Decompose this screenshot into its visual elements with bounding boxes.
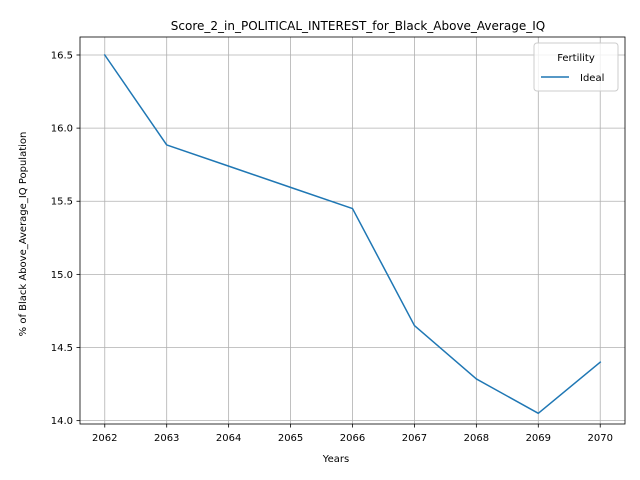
legend-entry-ideal: Ideal	[580, 73, 604, 84]
x-tick-label: 2070	[588, 433, 613, 444]
y-axis-label: % of Black Above_Average_IQ Population	[18, 132, 29, 337]
series-layer	[103, 53, 602, 415]
x-tick-label: 2067	[402, 433, 427, 444]
chart-title: Score_2_in_POLITICAL_INTEREST_for_Black_…	[171, 19, 545, 33]
legend: Fertility Ideal	[533, 42, 619, 92]
x-tick-label: 2069	[526, 433, 551, 444]
x-tick-label: 2063	[154, 433, 179, 444]
grid	[80, 37, 625, 424]
y-tick-label: 14.0	[51, 416, 73, 427]
y-tick-label: 15.0	[51, 270, 73, 281]
x-tick-label: 2068	[464, 433, 489, 444]
y-tick-label: 16.0	[51, 124, 73, 135]
x-tick-label: 2062	[92, 433, 117, 444]
x-tick-label: 2064	[216, 433, 241, 444]
x-axis-label: Years	[322, 454, 349, 465]
y-tick-label: 14.5	[51, 343, 73, 354]
x-tick-label: 2065	[278, 433, 303, 444]
y-tick-label: 15.5	[51, 197, 73, 208]
legend-box	[533, 42, 619, 92]
y-axis: 14.0 14.5 15.0 15.5 16.0 16.5	[51, 50, 80, 427]
x-tick-label: 2066	[340, 433, 365, 444]
legend-title: Fertility	[557, 53, 595, 64]
y-tick-label: 16.5	[51, 50, 73, 61]
x-axis: 2062 2063 2064 2065 2066 2067 2068 2069 2070	[92, 424, 613, 444]
